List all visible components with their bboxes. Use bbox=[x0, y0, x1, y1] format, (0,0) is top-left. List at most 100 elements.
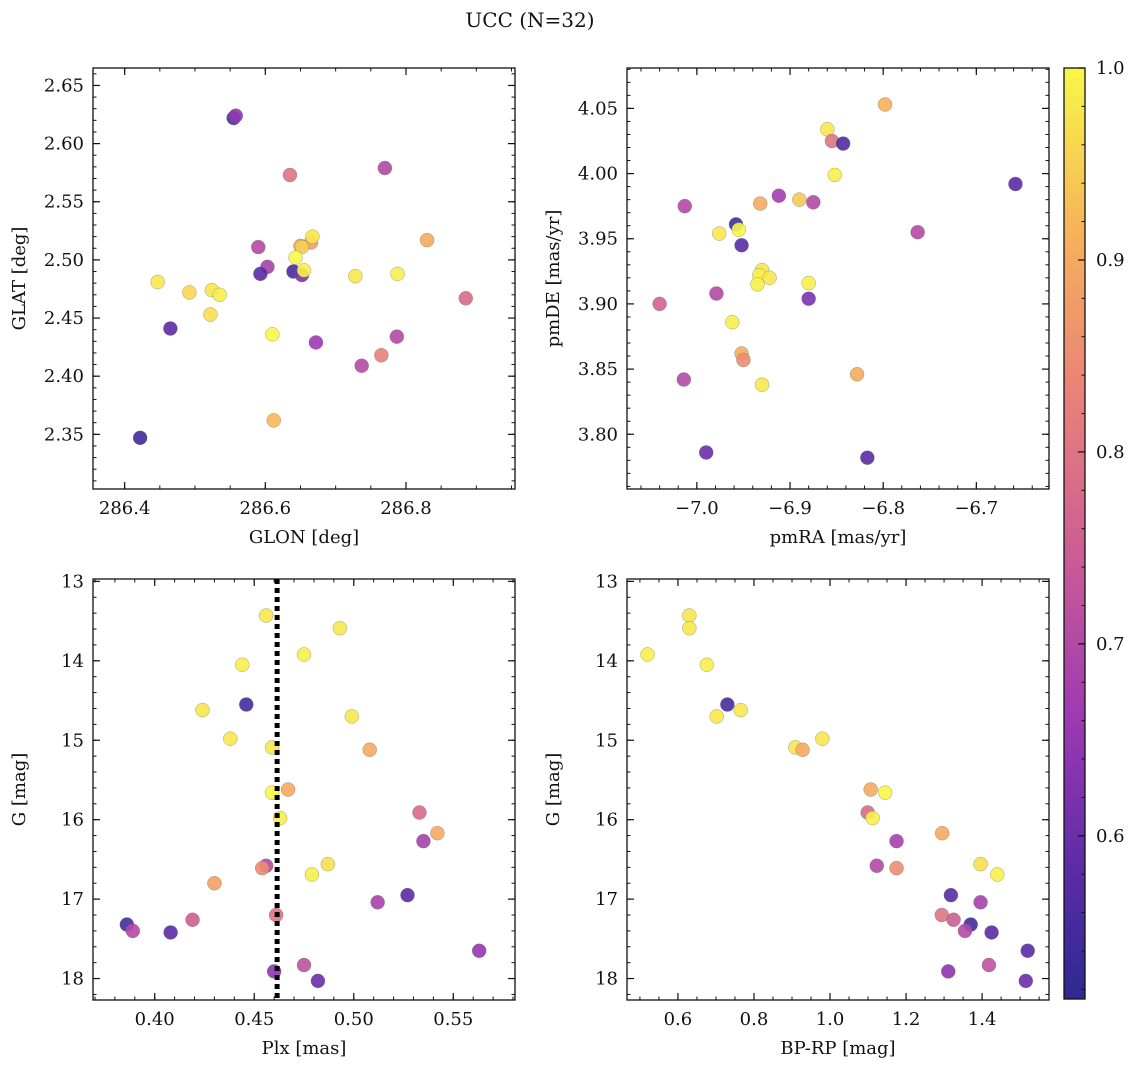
y-tick-label: 14 bbox=[595, 651, 618, 672]
x-tick-label: 286.6 bbox=[240, 498, 292, 519]
data-point bbox=[849, 367, 865, 382]
data-point bbox=[228, 108, 244, 123]
data-point bbox=[973, 856, 988, 872]
data-point bbox=[304, 867, 320, 882]
data-point bbox=[801, 291, 816, 306]
data-point bbox=[389, 329, 405, 344]
data-point bbox=[733, 702, 748, 718]
data-point bbox=[640, 647, 655, 662]
data-point bbox=[973, 895, 988, 910]
data-point bbox=[253, 266, 268, 282]
data-point bbox=[296, 263, 312, 278]
data-point bbox=[806, 195, 821, 210]
data-point bbox=[984, 925, 999, 940]
colorbar-tick-label: 0.7 bbox=[1096, 634, 1125, 655]
data-point bbox=[815, 731, 830, 746]
y-tick-label: 17 bbox=[61, 889, 84, 910]
x-axis-label: Plx [mas] bbox=[262, 1038, 347, 1059]
data-point bbox=[265, 327, 280, 342]
x-tick-label: 0.6 bbox=[664, 1009, 693, 1030]
x-tick-label: −7.0 bbox=[675, 498, 719, 519]
y-axis-label: pmDE [mas/yr] bbox=[543, 210, 564, 348]
y-tick-label: 18 bbox=[61, 969, 84, 990]
data-point bbox=[941, 964, 956, 979]
data-point bbox=[308, 335, 324, 350]
scatter-bprp-g: 0.6 0.8 1.0 1.2 1.4 13 14 15 16 17 18 BP-RP [mag] G … bbox=[543, 571, 1050, 1059]
data-point bbox=[801, 275, 816, 291]
data-point bbox=[1020, 943, 1035, 959]
data-point bbox=[860, 450, 875, 465]
y-axis-label: G [mag] bbox=[543, 753, 564, 826]
data-point bbox=[835, 136, 851, 151]
data-point bbox=[910, 224, 925, 240]
data-point bbox=[390, 266, 405, 282]
data-point bbox=[676, 372, 692, 387]
colorbar-tick-label: 0.6 bbox=[1096, 826, 1125, 847]
data-point bbox=[348, 268, 363, 284]
data-point bbox=[458, 291, 474, 306]
data-point bbox=[235, 657, 250, 673]
scatter-pmra-pmde: −7.0 −6.9 −6.8 −6.7 3.80 3.85 3.90 3.95 4.00 4.05… bbox=[543, 67, 1050, 548]
data-point bbox=[370, 895, 385, 910]
y-tick-label: 3.80 bbox=[578, 424, 618, 445]
ticks bbox=[627, 68, 1049, 489]
data-point bbox=[869, 858, 885, 874]
y-tick-label: 2.65 bbox=[44, 75, 84, 96]
y-tick-label: 2.35 bbox=[44, 424, 84, 445]
data-point bbox=[282, 167, 298, 183]
data-point bbox=[280, 782, 296, 797]
points bbox=[640, 608, 1035, 989]
data-point bbox=[889, 860, 904, 876]
scatter-glon-glat: 286.4 286.6 286.8 2.35 2.40 2.45 2.50 2.55 2.60 2… bbox=[9, 67, 516, 548]
y-tick-label: 3.85 bbox=[578, 359, 618, 380]
x-tick-label: 286.4 bbox=[99, 498, 151, 519]
data-point bbox=[720, 697, 735, 712]
y-tick-label: 14 bbox=[61, 651, 84, 672]
data-point bbox=[400, 887, 415, 903]
data-point bbox=[288, 250, 303, 265]
x-tick-label: −6.8 bbox=[861, 498, 905, 519]
y-tick-label: 4.00 bbox=[578, 164, 618, 185]
data-point bbox=[296, 957, 312, 973]
x-axis-label: pmRA [mas/yr] bbox=[770, 527, 907, 548]
data-point bbox=[305, 229, 320, 244]
data-point bbox=[943, 887, 959, 903]
data-point bbox=[709, 286, 724, 301]
data-point bbox=[416, 833, 431, 849]
y-tick-label: 17 bbox=[595, 889, 618, 910]
y-tick-label: 13 bbox=[595, 571, 618, 592]
data-point bbox=[419, 232, 435, 248]
data-point bbox=[377, 160, 393, 176]
data-point bbox=[223, 731, 238, 746]
data-point bbox=[344, 709, 360, 724]
data-point bbox=[332, 620, 348, 636]
data-point bbox=[731, 222, 747, 237]
x-tick-label: 0.40 bbox=[135, 1009, 175, 1030]
data-point bbox=[754, 377, 770, 392]
colorbar-tick-label: 1.0 bbox=[1096, 58, 1125, 79]
data-point bbox=[362, 742, 377, 758]
data-point bbox=[877, 785, 893, 800]
x-tick-label: 0.55 bbox=[433, 1009, 473, 1030]
ticks bbox=[93, 579, 515, 1000]
data-point bbox=[981, 957, 997, 973]
y-tick-label: 2.45 bbox=[44, 308, 84, 329]
data-point bbox=[990, 867, 1005, 882]
points bbox=[119, 608, 487, 989]
x-tick-label: 1.4 bbox=[968, 1009, 997, 1030]
plot-frame bbox=[92, 67, 516, 490]
data-point bbox=[374, 348, 389, 363]
data-point bbox=[150, 274, 165, 290]
y-tick-label: 2.50 bbox=[44, 250, 84, 271]
data-point bbox=[132, 430, 148, 446]
figure-title: UCC (N=32) bbox=[465, 8, 594, 32]
data-point bbox=[863, 782, 878, 797]
data-point bbox=[296, 647, 312, 662]
data-point bbox=[792, 192, 807, 207]
data-point bbox=[182, 285, 197, 300]
data-point bbox=[699, 657, 715, 673]
data-point bbox=[946, 912, 961, 928]
data-point bbox=[1008, 176, 1023, 192]
data-point bbox=[412, 805, 427, 820]
